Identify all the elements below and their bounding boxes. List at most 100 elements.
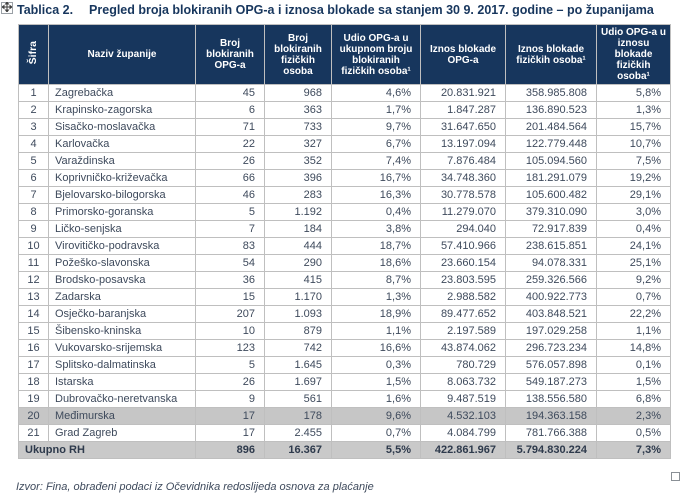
cell-sifra: 20	[18, 407, 49, 425]
cell-naziv-zupanije: Zadarska	[48, 288, 196, 306]
cell-naziv-zupanije: Zagrebačka	[48, 84, 196, 102]
cell-broj-fizickih-osoba: 1.645	[264, 356, 332, 374]
cell-udio-broju: 9,7%	[331, 118, 421, 136]
cell-udio-broju: 4,6%	[331, 84, 421, 102]
cell-udio-broju: 8,7%	[331, 271, 421, 289]
cell-broj-opg: 10	[195, 322, 265, 340]
cell-iznos-fizickih-osoba: 197.029.258	[505, 322, 597, 340]
cell-iznos-opg: 34.748.360	[420, 169, 506, 187]
table-row: 15 Šibensko-kninska 10 879 1,1% 2.197.589 197.…	[18, 322, 671, 340]
cell-iznos-fizickih-osoba: 379.310.090	[505, 203, 597, 221]
cell-iznos-opg: 30.778.578	[420, 186, 506, 204]
cell-broj-opg-total: 896	[195, 441, 265, 459]
cell-broj-fizickih-osoba: 1.170	[264, 288, 332, 306]
cell-iznos-fizickih-osoba: 105.600.482	[505, 186, 597, 204]
cell-sifra: 2	[18, 101, 49, 119]
cell-broj-fizickih-osoba: 2.455	[264, 424, 332, 442]
cell-udio-iznosu: 14,8%	[596, 339, 671, 357]
cell-broj-opg: 15	[195, 288, 265, 306]
cell-iznos-fizickih-osoba: 296.723.234	[505, 339, 597, 357]
cell-naziv-zupanije: Šibensko-kninska	[48, 322, 196, 340]
blocked-opg-table: Šifra Naziv županije Broj blokiranih OPG-a…	[18, 24, 671, 459]
cell-iznos-opg: 23.660.154	[420, 254, 506, 272]
cell-iznos-opg: 13.197.094	[420, 135, 506, 153]
column-header-udio-broju: Udio OPG-a u ukupnom broju blokiranih fi…	[331, 24, 421, 85]
cell-broj-fizickih-osoba: 184	[264, 220, 332, 238]
cell-udio-iznosu: 25,1%	[596, 254, 671, 272]
table-resize-handle[interactable]	[671, 472, 680, 481]
cell-iznos-opg: 8.063.732	[420, 373, 506, 391]
cell-broj-opg: 46	[195, 186, 265, 204]
cell-broj-opg: 36	[195, 271, 265, 289]
cell-iznos-fizickih-osoba: 136.890.523	[505, 101, 597, 119]
cell-udio-iznosu: 10,7%	[596, 135, 671, 153]
cell-sifra: 16	[18, 339, 49, 357]
table-row: 3 Sisačko-moslavačka 71 733 9,7% 31.647.650 20…	[18, 118, 671, 136]
cell-broj-fizickih-osoba: 283	[264, 186, 332, 204]
cell-iznos-opg: 4.532.103	[420, 407, 506, 425]
cell-iznos-opg: 89.477.652	[420, 305, 506, 323]
cell-iznos-fizickih-osoba: 194.363.158	[505, 407, 597, 425]
cell-iznos-fizickih-osoba: 122.779.448	[505, 135, 597, 153]
table-row: 1 Zagrebačka 45 968 4,6% 20.831.921 358.985.80…	[18, 84, 671, 102]
column-header-broj-fizickih-osoba: Broj blokiranih fizičkih osoba	[264, 24, 332, 85]
cell-udio-iznosu: 5,8%	[596, 84, 671, 102]
table-row: 9 Ličko-senjska 7 184 3,8% 294.040 72.917.839 0…	[18, 220, 671, 238]
table-move-handle[interactable]	[1, 1, 13, 14]
cell-naziv-zupanije: Osječko-baranjska	[48, 305, 196, 323]
table-row: 13 Zadarska 15 1.170 1,3% 2.988.582 400.922.77…	[18, 288, 671, 306]
table-header: Šifra Naziv županije Broj blokiranih OPG-a…	[18, 24, 671, 85]
cell-udio-iznosu: 22,2%	[596, 305, 671, 323]
cell-iznos-opg: 11.279.070	[420, 203, 506, 221]
cell-udio-broju: 3,8%	[331, 220, 421, 238]
column-header-sifra: Šifra	[18, 24, 49, 85]
cell-udio-broju: 1,7%	[331, 101, 421, 119]
cell-broj-fizickih-osoba: 178	[264, 407, 332, 425]
cell-broj-fizickih-osoba: 561	[264, 390, 332, 408]
cell-udio-iznosu: 0,5%	[596, 424, 671, 442]
cell-udio-iznosu: 1,5%	[596, 373, 671, 391]
cell-broj-fizickih-osoba: 1.093	[264, 305, 332, 323]
table-row: 21 Grad Zagreb 17 2.455 0,7% 4.084.799 781.766…	[18, 424, 671, 442]
cell-udio-broju: 18,6%	[331, 254, 421, 272]
cell-broj-opg: 26	[195, 373, 265, 391]
table-row: 12 Brodsko-posavska 36 415 8,7% 23.803.595 259…	[18, 271, 671, 289]
table-row: 19 Dubrovačko-neretvanska 9 561 1,6% 9.487.51…	[18, 390, 671, 408]
cell-iznos-opg: 31.647.650	[420, 118, 506, 136]
table-row: 6 Koprivničko-križevačka 66 396 16,7% 34.748.…	[18, 169, 671, 187]
cell-naziv-zupanije: Dubrovačko-neretvanska	[48, 390, 196, 408]
cell-iznos-fizickih-osoba: 238.615.851	[505, 237, 597, 255]
table-title-label: Tablica 2.	[17, 3, 74, 17]
cell-iznos-fizickih-osoba: 72.917.839	[505, 220, 597, 238]
cell-broj-fizickih-osoba: 1.192	[264, 203, 332, 221]
cell-sifra: 8	[18, 203, 49, 221]
column-header-iznos-fizickih-osoba: Iznos blokade fizičkih osoba¹	[505, 24, 597, 85]
cell-sifra: 3	[18, 118, 49, 136]
cell-iznos-fizickih-osoba: 400.922.773	[505, 288, 597, 306]
table-row: 2 Krapinsko-zagorska 6 363 1,7% 1.847.287 136.…	[18, 101, 671, 119]
cell-sifra: 15	[18, 322, 49, 340]
cell-iznos-fizickih-osoba: 259.326.566	[505, 271, 597, 289]
cell-broj-fizickih-osoba: 444	[264, 237, 332, 255]
cell-iznos-fizickih-osoba: 403.848.521	[505, 305, 597, 323]
cell-naziv-zupanije: Istarska	[48, 373, 196, 391]
cell-udio-iznosu: 3,0%	[596, 203, 671, 221]
cell-naziv-zupanije: Brodsko-posavska	[48, 271, 196, 289]
source-note: Izvor: Fina, obrađeni podaci iz Očevidni…	[16, 481, 374, 493]
cell-iznos-fizickih-osoba: 105.094.560	[505, 152, 597, 170]
cell-udio-broju: 7,4%	[331, 152, 421, 170]
cell-naziv-zupanije: Grad Zagreb	[48, 424, 196, 442]
cell-udio-broju: 0,7%	[331, 424, 421, 442]
table-title-text: Pregled broja blokiranih OPG-a i iznosa …	[89, 3, 654, 17]
cell-broj-opg: 71	[195, 118, 265, 136]
cell-broj-fizickih-osoba: 879	[264, 322, 332, 340]
cell-naziv-zupanije: Međimurska	[48, 407, 196, 425]
cell-sifra: 13	[18, 288, 49, 306]
cell-broj-opg: 123	[195, 339, 265, 357]
cell-broj-opg: 26	[195, 152, 265, 170]
cell-sifra: 1	[18, 84, 49, 102]
cell-sifra: 17	[18, 356, 49, 374]
cell-iznos-fizickih-osoba: 94.078.331	[505, 254, 597, 272]
cell-broj-fizickih-osoba: 968	[264, 84, 332, 102]
cell-iznos-opg: 23.803.595	[420, 271, 506, 289]
